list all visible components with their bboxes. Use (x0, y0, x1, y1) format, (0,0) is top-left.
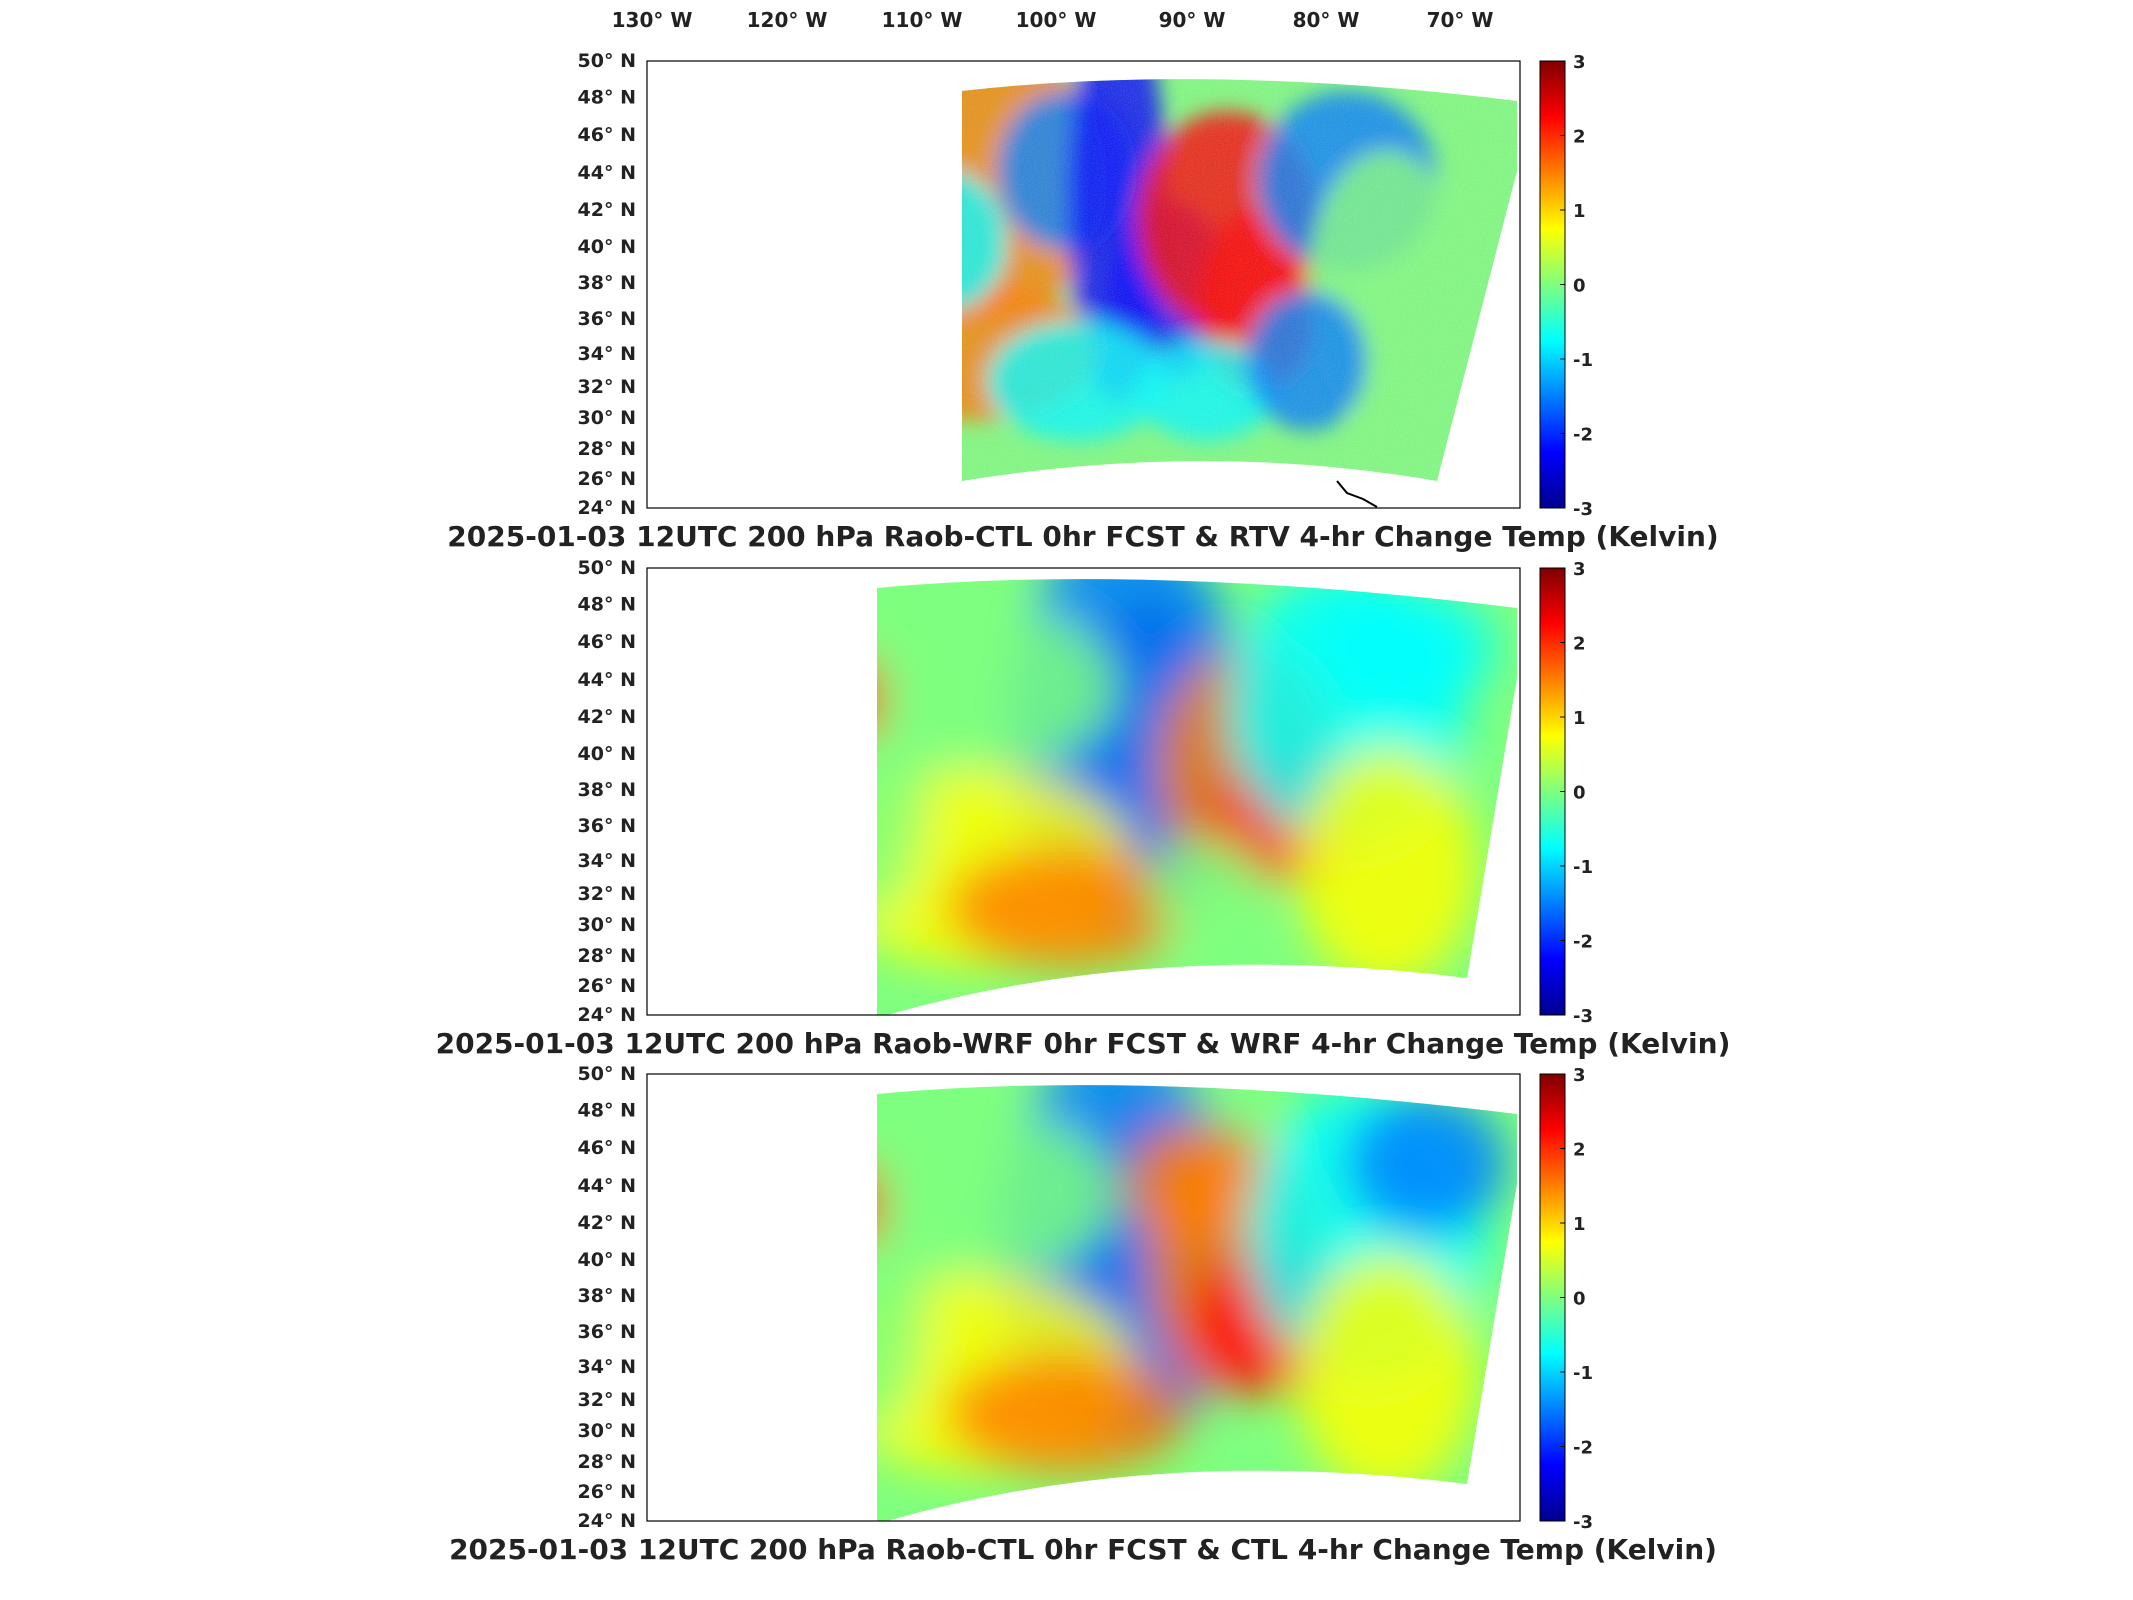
latitude-label: 42° N (578, 706, 636, 728)
longitude-label: 70° W (1427, 8, 1494, 32)
colorbar-tick-label: -3 (1573, 1512, 1593, 1533)
latitude-label: 46° N (578, 631, 636, 653)
map-frame (646, 60, 1521, 509)
latitude-label: 30° N (578, 1420, 636, 1442)
map-frame (646, 1073, 1521, 1522)
latitude-label: 44° N (578, 1175, 636, 1197)
latitude-label: 34° N (578, 850, 636, 872)
panel-title: 2025-01-03 12UTC 200 hPa Raob-CTL 0hr FC… (449, 1533, 1717, 1566)
latitude-label: 40° N (578, 236, 636, 258)
map-frame (646, 567, 1521, 1016)
latitude-label: 28° N (578, 438, 636, 460)
latitude-label: 44° N (578, 162, 636, 184)
colorbar-tick-label: -2 (1573, 932, 1593, 953)
temperature-change-field (877, 1085, 1517, 1521)
latitude-label: 24° N (578, 497, 636, 519)
colorbar-tick-label: 1 (1573, 1214, 1586, 1235)
latitude-label: 26° N (578, 975, 636, 997)
colorbar-tick-label: 0 (1573, 783, 1586, 804)
colorbar-tick-label: 3 (1573, 559, 1586, 580)
colorbar-tick-label: 0 (1573, 276, 1586, 297)
anomaly-region (1347, 1094, 1507, 1234)
latitude-label: 46° N (578, 1137, 636, 1159)
temperature-change-field (877, 579, 1517, 1015)
longitude-label: 90° W (1159, 8, 1226, 32)
longitude-labels: 130° W 120° W 110° W 100° W 90° W 80° W 70° W (612, 8, 1494, 32)
map-panel: 50° N 48° N 46° N 44° N 42° N 40° N 38° N 36° N… (436, 557, 1731, 1060)
latitude-label: 40° N (578, 743, 636, 765)
anomaly-region (947, 1354, 1187, 1474)
colorbar-tick-label: -2 (1573, 1438, 1593, 1459)
coastline (1336, 480, 1378, 508)
latitude-label: 36° N (578, 1321, 636, 1343)
latitude-label: 48° N (578, 87, 636, 109)
colorbar-tick-label: -3 (1573, 1006, 1593, 1027)
latitude-label: 38° N (578, 272, 636, 294)
latitude-label: 40° N (578, 1249, 636, 1271)
latitude-label: 44° N (578, 669, 636, 691)
colorbar-tick-label: 2 (1573, 1140, 1586, 1161)
colorbar-tick-label: -1 (1573, 350, 1593, 371)
latitude-label: 46° N (578, 124, 636, 146)
colorbar-tick-label: 3 (1573, 52, 1586, 73)
longitude-label: 130° W (612, 8, 693, 32)
latitude-label: 38° N (578, 1285, 636, 1307)
anomaly-region (1297, 748, 1477, 988)
map-panel: 50° N 48° N 46° N 44° N 42° N 40° N 38° N 36° N… (449, 1063, 1717, 1566)
colorbar-tick-label: 1 (1573, 708, 1586, 729)
latitude-label: 32° N (578, 376, 636, 398)
latitude-label: 24° N (578, 1510, 636, 1532)
latitude-label: 26° N (578, 468, 636, 490)
latitude-label: 36° N (578, 308, 636, 330)
colorbar-tick-label: 1 (1573, 201, 1586, 222)
latitude-label: 48° N (578, 1100, 636, 1122)
anomaly-region (1297, 1254, 1477, 1494)
map-panel: 50° N 48° N 46° N 44° N 42° N 40° N 38° N 36° N… (447, 50, 1718, 553)
latitude-label: 42° N (578, 199, 636, 221)
latitude-label: 50° N (578, 50, 636, 72)
latitude-label: 30° N (578, 407, 636, 429)
latitude-label: 32° N (578, 883, 636, 905)
colorbar-tick-label: -1 (1573, 857, 1593, 878)
anomaly-region (877, 1114, 1117, 1274)
longitude-label: 110° W (882, 8, 963, 32)
latitude-label: 28° N (578, 945, 636, 967)
temperature-change-field (962, 79, 1517, 481)
latitude-label: 50° N (578, 1063, 636, 1085)
latitude-label: 26° N (578, 1481, 636, 1503)
colorbar-tick-label: 2 (1573, 127, 1586, 148)
longitude-label: 120° W (747, 8, 828, 32)
latitude-label: 50° N (578, 557, 636, 579)
colorbar-tick-label: 2 (1573, 634, 1586, 655)
latitude-label: 34° N (578, 1356, 636, 1378)
latitude-label: 36° N (578, 815, 636, 837)
colorbar-tick-label: -1 (1573, 1363, 1593, 1384)
anomaly-region (1317, 588, 1497, 708)
latitude-label: 30° N (578, 914, 636, 936)
panel-title: 2025-01-03 12UTC 200 hPa Raob-WRF 0hr FC… (436, 1027, 1731, 1060)
anomaly-region (1127, 1124, 1247, 1244)
latitude-label: 38° N (578, 779, 636, 801)
panel-title: 2025-01-03 12UTC 200 hPa Raob-CTL 0hr FC… (447, 520, 1718, 553)
longitude-label: 100° W (1016, 8, 1097, 32)
latitude-label: 28° N (578, 1451, 636, 1473)
colorbar-tick-label: -3 (1573, 499, 1593, 520)
latitude-label: 32° N (578, 1389, 636, 1411)
colorbar-tick-label: -2 (1573, 425, 1593, 446)
latitude-label: 24° N (578, 1004, 636, 1026)
anomaly-region (947, 848, 1187, 968)
anomaly-region (1147, 838, 1267, 938)
latitude-label: 42° N (578, 1212, 636, 1234)
anomaly-region (877, 608, 1117, 768)
latitude-label: 48° N (578, 594, 636, 616)
colorbar-tick-label: 0 (1573, 1289, 1586, 1310)
longitude-label: 80° W (1293, 8, 1360, 32)
colorbar-tick-label: 3 (1573, 1065, 1586, 1086)
latitude-label: 34° N (578, 343, 636, 365)
